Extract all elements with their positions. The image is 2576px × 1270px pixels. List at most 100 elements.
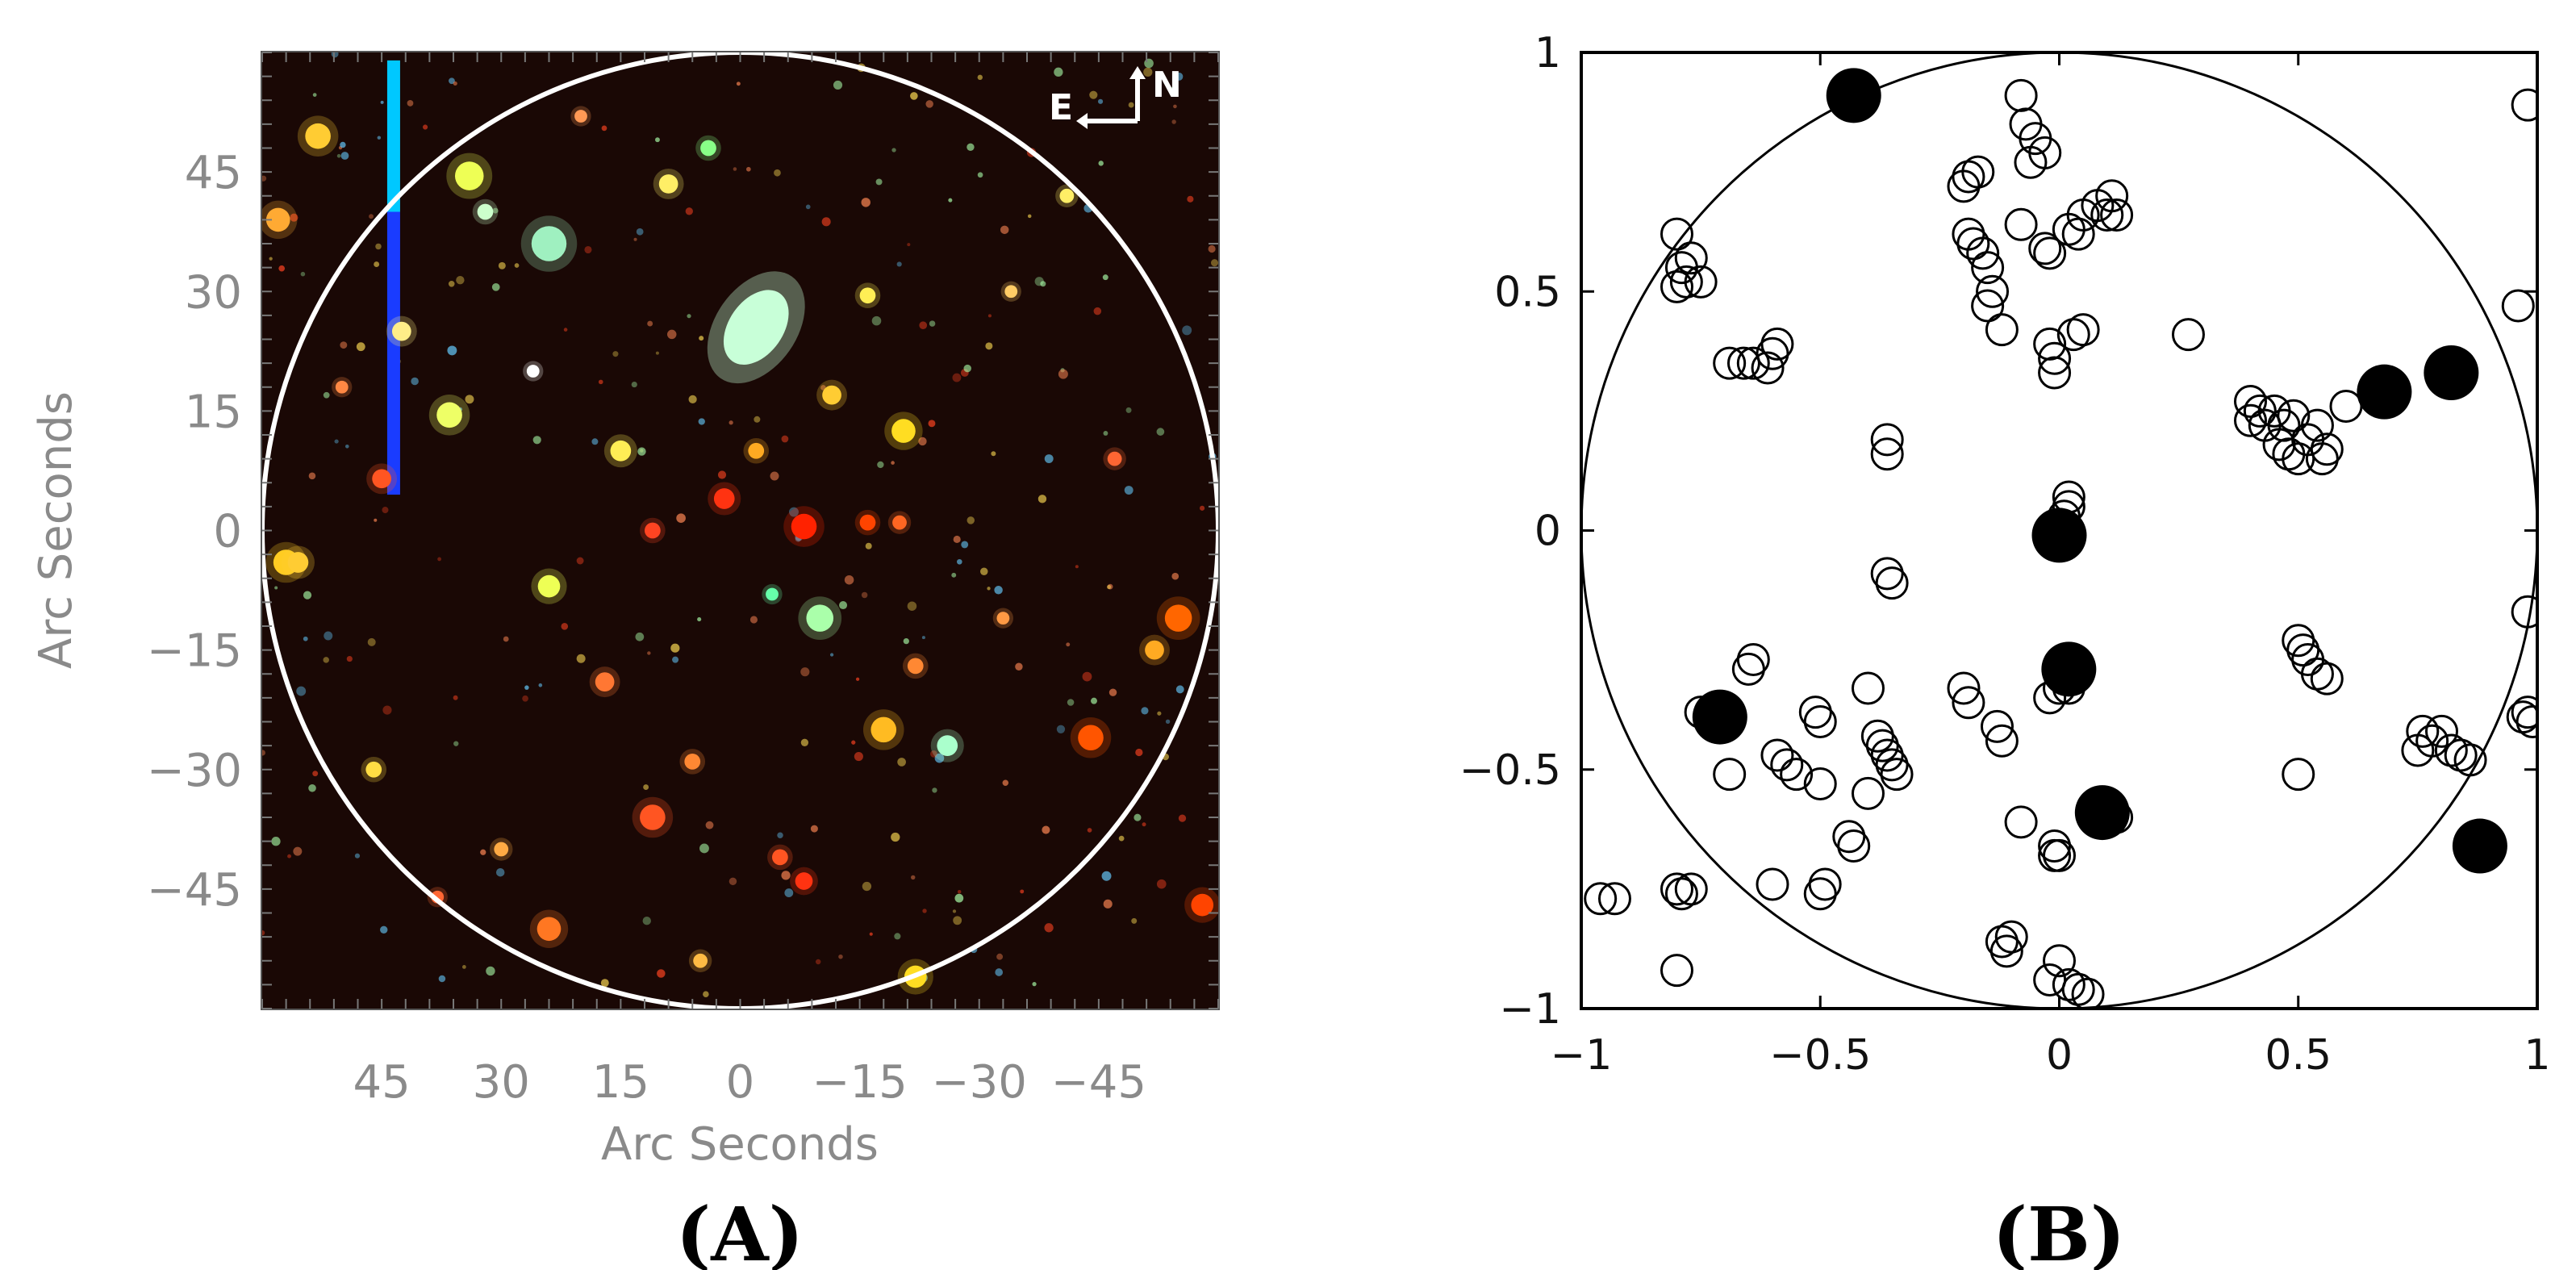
faint-source bbox=[1101, 871, 1112, 881]
x-tick-label-a: 15 bbox=[592, 1056, 649, 1109]
faint-source bbox=[891, 461, 895, 465]
faint-source bbox=[340, 141, 346, 148]
faint-source bbox=[875, 178, 883, 186]
faint-source bbox=[447, 345, 457, 356]
faint-source bbox=[1000, 225, 1009, 235]
filled-point bbox=[2041, 641, 2097, 697]
open-point bbox=[1803, 877, 1837, 911]
open-point bbox=[1731, 652, 1765, 686]
source-point bbox=[477, 203, 494, 220]
open-point bbox=[2004, 207, 2038, 241]
faint-source bbox=[1090, 697, 1097, 704]
faint-source bbox=[538, 683, 543, 687]
faint-source bbox=[770, 471, 779, 481]
faint-source bbox=[833, 80, 843, 90]
source-point bbox=[365, 761, 382, 778]
faint-source bbox=[1103, 431, 1108, 436]
source-point bbox=[645, 522, 661, 539]
faint-source bbox=[1075, 565, 1079, 569]
faint-source bbox=[994, 586, 1003, 595]
faint-source bbox=[1135, 748, 1143, 757]
open-point bbox=[1852, 776, 1885, 810]
y-tick-label-b: 1 bbox=[1534, 29, 1561, 77]
faint-source bbox=[829, 653, 834, 657]
faint-source bbox=[344, 444, 349, 449]
faint-source bbox=[303, 636, 308, 641]
y-tick-label-a: 45 bbox=[185, 147, 242, 199]
faint-source bbox=[1054, 67, 1063, 77]
y-tick-label-a: −30 bbox=[147, 745, 242, 797]
x-tick-label-a: 0 bbox=[726, 1056, 755, 1109]
faint-source bbox=[465, 395, 474, 404]
compass-east-arrowhead-icon bbox=[1076, 113, 1088, 129]
source-point bbox=[700, 140, 716, 157]
faint-source bbox=[296, 686, 307, 696]
faint-source bbox=[1131, 917, 1138, 924]
faint-source bbox=[514, 263, 520, 268]
compass-east-label: E bbox=[1049, 87, 1073, 128]
source-point bbox=[996, 612, 1010, 625]
satellite-streak-lower bbox=[386, 211, 400, 495]
source-point bbox=[870, 716, 897, 743]
faint-source bbox=[980, 567, 988, 576]
open-point bbox=[1989, 934, 2023, 968]
faint-source bbox=[699, 336, 704, 341]
open-point bbox=[1952, 686, 1985, 720]
faint-source bbox=[1108, 688, 1117, 696]
faint-source bbox=[453, 741, 459, 746]
open-point bbox=[1976, 274, 2010, 308]
source-point bbox=[494, 842, 509, 857]
faint-source bbox=[930, 750, 937, 758]
faint-source bbox=[524, 685, 529, 690]
open-point bbox=[2234, 385, 2267, 419]
faint-source bbox=[1058, 369, 1068, 379]
open-point bbox=[1760, 327, 1794, 361]
faint-source bbox=[374, 518, 378, 522]
faint-source bbox=[897, 758, 906, 767]
faint-source bbox=[278, 265, 286, 272]
open-point bbox=[1669, 265, 1703, 299]
faint-source bbox=[375, 243, 382, 250]
faint-source bbox=[262, 175, 267, 182]
faint-source bbox=[300, 271, 306, 277]
faint-source bbox=[977, 74, 983, 81]
faint-source bbox=[437, 557, 441, 562]
faint-source bbox=[1118, 835, 1125, 842]
source-point bbox=[658, 174, 678, 194]
filled-point bbox=[1826, 68, 1881, 123]
faint-source bbox=[655, 137, 660, 143]
source-point bbox=[537, 574, 561, 598]
faint-source bbox=[781, 435, 789, 443]
faint-source bbox=[293, 846, 303, 856]
faint-source bbox=[907, 243, 911, 247]
x-tick-label-a: 30 bbox=[473, 1056, 530, 1109]
faint-source bbox=[448, 280, 455, 287]
open-point bbox=[2501, 289, 2535, 323]
source-point bbox=[937, 735, 958, 756]
faint-source bbox=[1040, 281, 1046, 287]
open-point bbox=[2406, 714, 2440, 748]
y-tick-label-b: −0.5 bbox=[1459, 746, 1561, 795]
galaxy bbox=[723, 290, 789, 365]
faint-source bbox=[522, 695, 528, 702]
source-point bbox=[693, 953, 708, 968]
faint-source bbox=[1066, 642, 1071, 647]
y-axis-label-a: Arc Seconds bbox=[30, 391, 82, 669]
faint-source bbox=[312, 93, 317, 97]
x-tick-label-b: −0.5 bbox=[1769, 1031, 1871, 1080]
open-point bbox=[2243, 394, 2277, 428]
faint-source bbox=[821, 217, 831, 227]
faint-source bbox=[862, 881, 872, 892]
faint-source bbox=[1142, 822, 1146, 827]
x-tick-label-a: 45 bbox=[353, 1056, 410, 1109]
faint-source bbox=[503, 636, 509, 642]
faint-source bbox=[561, 623, 569, 630]
source-point bbox=[536, 917, 562, 942]
faint-source bbox=[777, 832, 783, 839]
faint-source bbox=[1097, 98, 1104, 104]
open-point bbox=[1961, 155, 1995, 189]
source-point bbox=[795, 872, 813, 890]
faint-source bbox=[1042, 825, 1050, 834]
faint-source bbox=[869, 932, 873, 936]
faint-source bbox=[380, 100, 384, 104]
